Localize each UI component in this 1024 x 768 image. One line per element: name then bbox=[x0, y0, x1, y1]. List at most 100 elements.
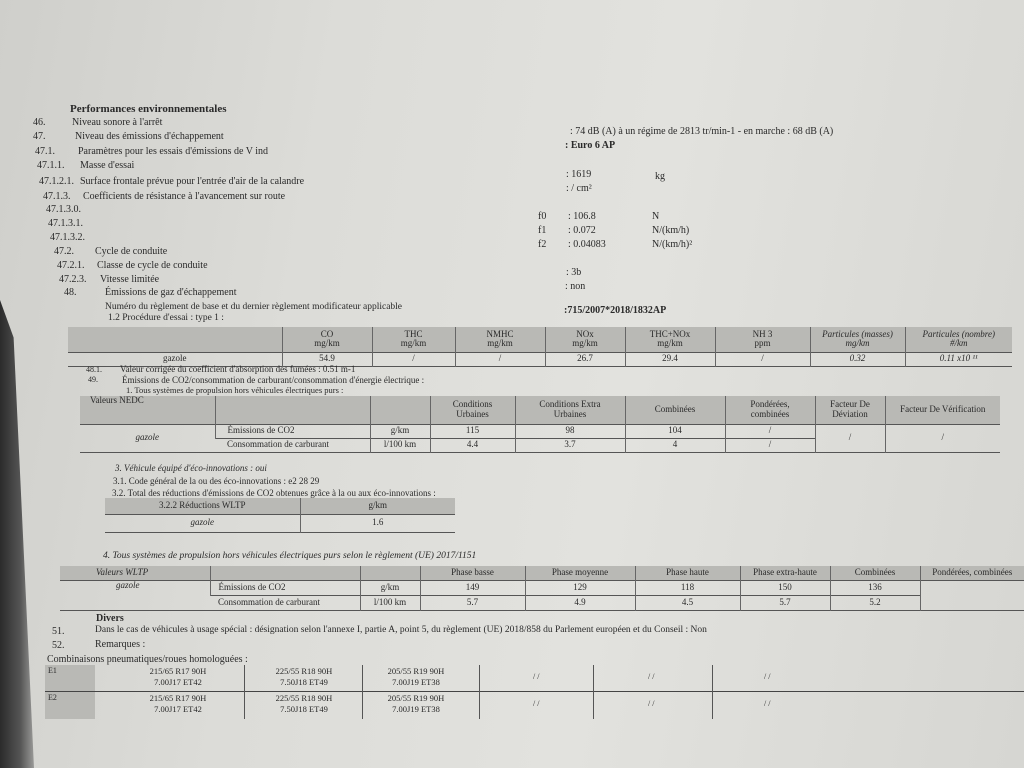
f2-value: : 0.04083 bbox=[568, 239, 606, 250]
column-header bbox=[214, 396, 370, 424]
table-row: gazole 54.9//26.7 29.4/0.32 0.11 x10 ¹¹ bbox=[68, 352, 1012, 366]
item-number: 46. bbox=[33, 117, 46, 128]
column-header: Phase moyenne bbox=[524, 566, 635, 580]
axle-cell bbox=[45, 692, 95, 719]
cycle-value: : 3b bbox=[566, 267, 582, 278]
item-label: Classe de cycle de conduite bbox=[97, 260, 208, 271]
header-row: 3.2.2 Réductions WLTP g/km bbox=[105, 498, 455, 514]
table-cell: 136 bbox=[829, 580, 920, 595]
column-header: Particules (nombre) #/km bbox=[904, 327, 1012, 352]
column-header: Conditions Urbaines bbox=[429, 396, 515, 424]
column-divider bbox=[712, 665, 713, 719]
item-number: 47.1.3. bbox=[43, 191, 71, 202]
column-divider bbox=[362, 665, 363, 719]
divers-title: Divers bbox=[96, 613, 124, 624]
table-cell: 129 bbox=[524, 580, 635, 595]
item-number: 47.1.2.1. bbox=[39, 176, 74, 187]
item-label: Surface frontale prévue pour l'entrée d'… bbox=[80, 176, 305, 187]
empty-cell: / / bbox=[764, 672, 771, 681]
table-cell: Consommation de carburant bbox=[218, 596, 320, 607]
table-cell: 3.7 bbox=[514, 438, 625, 452]
axle-label: E1 bbox=[48, 666, 57, 675]
tyre-size: 7.50J18 ET49 bbox=[280, 677, 328, 687]
header-row: Valeurs WLTP Phase basse Phase moyenne Phas… bbox=[60, 566, 1024, 580]
table-cell: gazole bbox=[190, 517, 215, 528]
line-1-text: 1. Tous systèmes de propulsion hors véhi… bbox=[126, 385, 344, 395]
item-number: 47.1. bbox=[35, 146, 55, 157]
table-cell: 115 bbox=[429, 424, 515, 438]
column-header: Combinées bbox=[624, 396, 725, 424]
tyre-size: 225/55 R18 90H bbox=[275, 693, 333, 703]
item-number: 47.2.1. bbox=[57, 260, 85, 271]
table-cell: 5.7 bbox=[739, 595, 830, 610]
background-edge bbox=[0, 300, 34, 768]
table-cell: 0.32 bbox=[809, 352, 905, 366]
column-header: Facteur De Déviation bbox=[814, 396, 885, 424]
reglement-value: :715/2007*2018/1832AP bbox=[564, 305, 667, 316]
table-cell: 54.9 bbox=[281, 352, 372, 366]
item-label: Émissions de gaz d'échappement bbox=[105, 287, 237, 298]
column-divider bbox=[244, 665, 245, 719]
table-cell: 26.7 bbox=[544, 352, 625, 366]
item-label: Paramètres pour les essais d'émissions d… bbox=[78, 146, 269, 157]
eco-line-3-2: 3.2. Total des réductions d'émissions de… bbox=[112, 488, 436, 498]
f1-unit: N/(km/h) bbox=[652, 225, 690, 236]
item-number: 47.2. bbox=[54, 246, 74, 257]
empty-cell: / / bbox=[764, 699, 771, 708]
eco-line-3: 3. Véhicule équipé d'éco-innovations : o… bbox=[115, 463, 267, 473]
tyre-size: 205/55 R19 90H bbox=[387, 666, 445, 676]
empty-cell: / / bbox=[648, 672, 655, 681]
table-row: gazole 1.6 bbox=[105, 514, 455, 532]
line-49-num: 49. bbox=[88, 375, 98, 384]
column-header: 3.2.2 Réductions WLTP bbox=[105, 498, 300, 514]
empty-cell: / / bbox=[648, 699, 655, 708]
weighted-cell bbox=[919, 580, 1024, 610]
f0-unit: N bbox=[652, 211, 660, 222]
item-number: 47.1.3.2. bbox=[50, 232, 85, 243]
tyre-size: 7.00J19 ET38 bbox=[392, 677, 440, 687]
item-number: 48. bbox=[64, 287, 77, 298]
wltp-table: Valeurs WLTP Phase basse Phase moyenne Phas… bbox=[60, 566, 1024, 611]
combinaisons-label: Combinaisons pneumatiques/roues homologu… bbox=[47, 654, 248, 665]
table-cell: 118 bbox=[634, 580, 740, 595]
column-header: NOx mg/km bbox=[544, 327, 625, 352]
table-cell: 4.5 bbox=[634, 595, 740, 610]
section-title: Performances environnementales bbox=[70, 103, 227, 115]
table-cell: Consommation de carburant bbox=[227, 439, 329, 450]
vitesse-value: : non bbox=[565, 281, 586, 292]
line-52-num: 52. bbox=[52, 640, 65, 651]
item-label: Coefficients de résistance à l'avancemen… bbox=[83, 191, 286, 202]
column-header: Particules (masses) mg/km bbox=[809, 327, 905, 352]
table-cell: 29.4 bbox=[624, 352, 715, 366]
table-cell: Émissions de CO2 bbox=[209, 580, 360, 595]
column-header: THC mg/km bbox=[371, 327, 455, 352]
deviation-cell: / bbox=[814, 424, 885, 452]
table-cell: 149 bbox=[419, 580, 525, 595]
item-number: 47. bbox=[33, 131, 46, 142]
type1-emissions-table: CO mg/km THC mg/km NMHC mg/km NOx mg/km THC+… bbox=[68, 327, 1012, 367]
column-header: THC+NOx mg/km bbox=[624, 327, 715, 352]
table-cell: 4.9 bbox=[524, 595, 635, 610]
euro-value: : Euro 6 AP bbox=[565, 140, 616, 151]
column-header: g/km bbox=[299, 498, 455, 514]
table-cell: 1.6 bbox=[299, 514, 455, 532]
table-cell: / bbox=[371, 352, 455, 366]
column-header: Valeurs WLTP bbox=[60, 566, 210, 580]
header-row: CO mg/km THC mg/km NMHC mg/km NOx mg/km THC+… bbox=[68, 327, 1012, 352]
f0-label: f0 bbox=[538, 211, 547, 222]
axle-label: E2 bbox=[48, 693, 57, 702]
table-cell: 104 bbox=[624, 424, 725, 438]
column-header bbox=[369, 396, 430, 424]
tyre-size: 7.00J17 ET42 bbox=[154, 677, 202, 687]
row-divider bbox=[45, 691, 1024, 692]
table-row: gazole Émissions de CO2 g/km 115 98 104// / bbox=[80, 424, 1000, 452]
table-cell: / bbox=[714, 352, 810, 366]
item-label: Niveau des émissions d'échappement bbox=[75, 131, 224, 142]
column-header: Pondérées, combinées bbox=[724, 396, 815, 424]
mass-unit: kg bbox=[655, 171, 665, 182]
noise-value: : 74 dB (A) à un régime de 2813 tr/min-1… bbox=[570, 126, 834, 137]
column-header: Phase extra-haute bbox=[739, 566, 830, 580]
table-cell: / bbox=[454, 352, 545, 366]
table-row: Consommation de carburant l/100 km 4.4 3.7 4… bbox=[80, 438, 1000, 452]
tyre-size: 225/55 R18 90H bbox=[275, 666, 333, 676]
